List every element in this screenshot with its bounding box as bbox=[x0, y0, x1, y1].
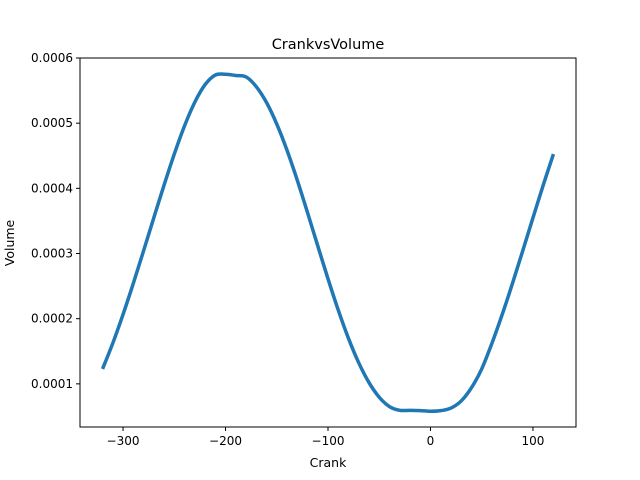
x-axis-ticks: −300 −200 −100 0 100 bbox=[107, 427, 545, 448]
y-tick-label: 0.0003 bbox=[31, 247, 73, 261]
y-tick-label: 0.0006 bbox=[31, 51, 73, 65]
x-tick-label: −100 bbox=[312, 434, 345, 448]
series-line bbox=[100, 72, 556, 413]
y-tick-label: 0.0005 bbox=[31, 116, 73, 130]
y-tick-label: 0.0001 bbox=[31, 377, 73, 391]
x-tick-label: 0 bbox=[427, 434, 435, 448]
x-tick-label: 100 bbox=[522, 434, 545, 448]
x-axis-label: Crank bbox=[310, 455, 347, 470]
chart-title: CrankvsVolume bbox=[272, 37, 385, 53]
x-tick-label: −300 bbox=[107, 434, 140, 448]
y-tick-label: 0.0004 bbox=[31, 181, 73, 195]
series-layer bbox=[100, 72, 556, 413]
y-axis-ticks: 0.0001 0.0002 0.0003 0.0004 0.0005 0.0006 bbox=[31, 51, 80, 391]
y-axis-label: Volume bbox=[2, 219, 17, 266]
plot-frame bbox=[79, 57, 577, 428]
y-tick-label: 0.0002 bbox=[31, 312, 73, 326]
x-tick-label: −200 bbox=[209, 434, 242, 448]
